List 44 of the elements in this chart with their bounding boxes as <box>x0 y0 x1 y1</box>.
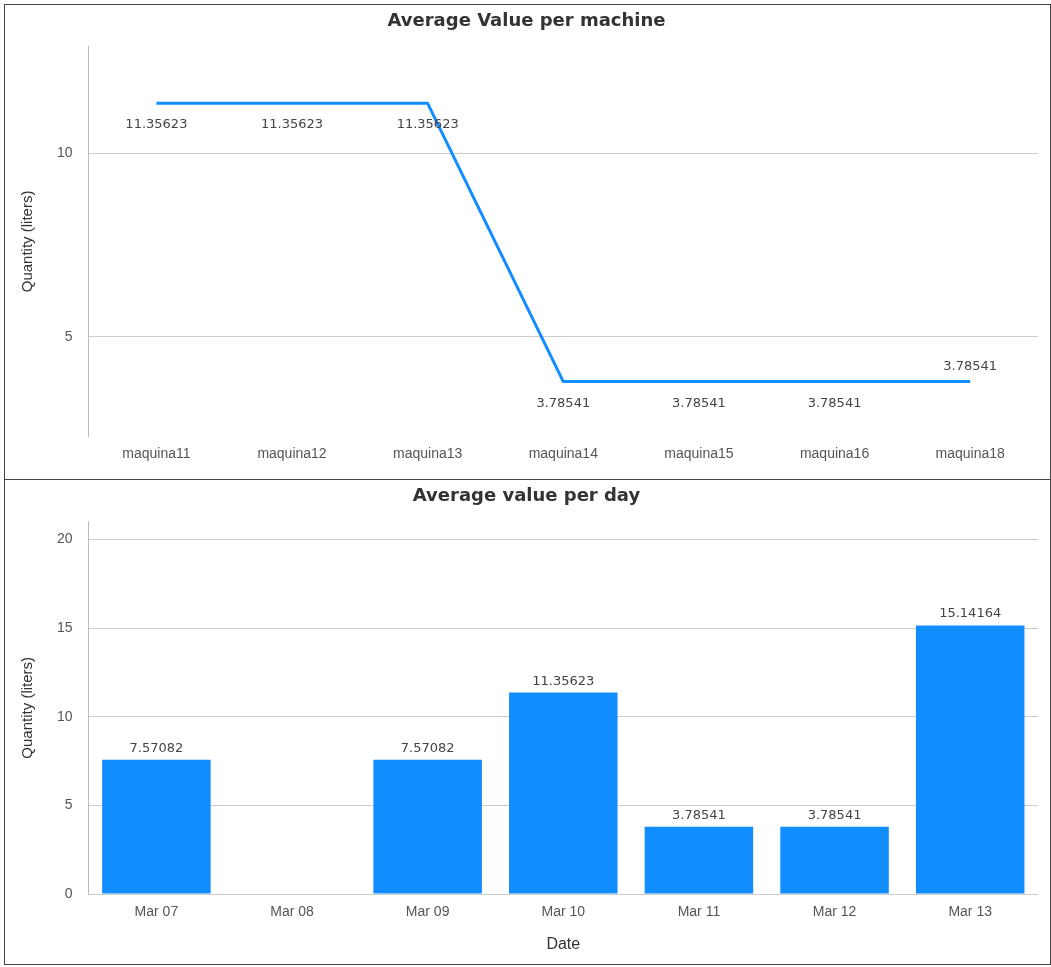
data-label: 11.35623 <box>532 672 595 688</box>
data-label: 3.78541 <box>943 357 998 373</box>
x-tick-label: maquina16 <box>799 445 870 462</box>
x-axis-title: Date <box>546 934 581 952</box>
data-label: 7.57082 <box>400 739 455 755</box>
data-label: 15.14164 <box>939 605 1002 621</box>
data-label: 3.78541 <box>807 394 862 410</box>
bar <box>915 625 1025 894</box>
x-tick-label: Mar 08 <box>270 903 315 920</box>
y-tick-label: 10 <box>56 707 73 724</box>
x-tick-label: maquina14 <box>528 445 599 462</box>
x-tick-label: maquina18 <box>935 445 1006 462</box>
bar <box>373 759 482 894</box>
x-tick-label: Mar 07 <box>134 903 179 920</box>
data-label: 11.35623 <box>261 116 324 132</box>
y-axis-title: Quantity (liters) <box>18 656 36 759</box>
data-label: 7.57082 <box>129 739 184 755</box>
x-tick-label: Mar 09 <box>405 903 450 920</box>
y-tick-label: 20 <box>56 530 73 547</box>
data-label: 11.35623 <box>125 116 188 132</box>
x-tick-label: Mar 10 <box>541 903 586 920</box>
x-tick-label: maquina11 <box>122 445 191 462</box>
x-tick-label: Mar 12 <box>812 903 857 920</box>
y-tick-label: 5 <box>64 327 73 344</box>
y-axis-title: Quantity (liters) <box>18 190 36 293</box>
x-tick-label: maquina15 <box>664 445 734 462</box>
x-tick-label: Mar 11 <box>677 903 721 920</box>
y-tick-label: 15 <box>56 618 73 635</box>
bar <box>102 759 211 894</box>
bar <box>509 692 618 894</box>
chart-title: Average value per day <box>412 484 641 506</box>
y-tick-label: 5 <box>64 796 73 813</box>
data-label: 3.78541 <box>672 806 726 822</box>
bar <box>780 826 889 894</box>
x-tick-label: Mar 13 <box>948 903 993 920</box>
data-label: 3.78541 <box>536 394 591 410</box>
x-tick-label: maquina12 <box>257 445 327 462</box>
chart-title: Average Value per machine <box>387 9 666 31</box>
y-tick-label: 0 <box>64 884 73 901</box>
y-tick-label: 10 <box>56 144 73 161</box>
bar <box>644 826 754 894</box>
x-tick-label: maquina13 <box>393 445 463 462</box>
data-label: 3.78541 <box>807 806 862 822</box>
data-label: 3.78541 <box>672 394 726 410</box>
